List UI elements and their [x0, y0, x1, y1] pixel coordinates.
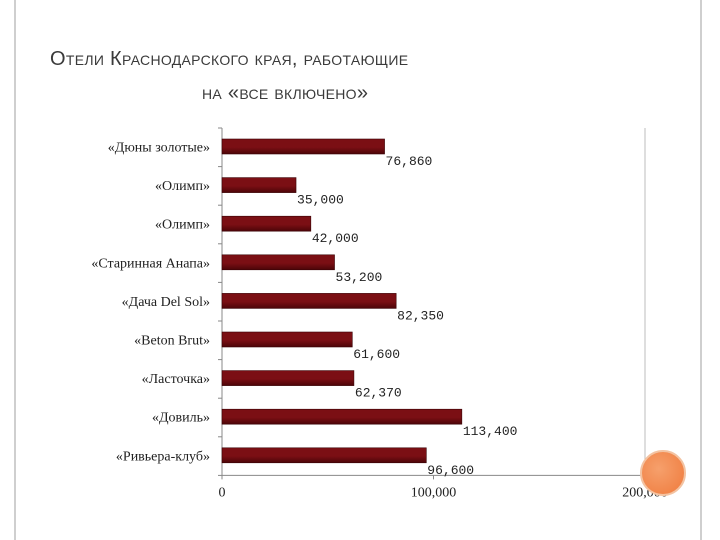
title-line-1: Отели Краснодарского края, работающие — [50, 48, 409, 70]
slide-frame-left — [14, 0, 16, 540]
data-label: 113,400 — [463, 424, 518, 439]
category-label: «Олимп» — [155, 179, 210, 194]
category-label: «Ласточка» — [142, 372, 210, 387]
bar — [221, 293, 397, 309]
bar — [221, 254, 335, 271]
category-label: «Старинная Анапа» — [91, 256, 210, 271]
slide-title: Отели Краснодарского края, работающие на… — [40, 42, 660, 110]
data-label: 96,600 — [427, 463, 474, 478]
category-label: «Олимп» — [155, 218, 210, 233]
data-label: 42,000 — [312, 231, 359, 246]
bar — [221, 215, 312, 232]
data-label: 76,860 — [386, 154, 433, 169]
category-label: «Ривьера-клуб» — [116, 449, 210, 464]
x-axis-tick-label: 100,000 — [411, 485, 457, 500]
category-label: «Довиль» — [152, 411, 210, 426]
decorative-orange-circle — [640, 450, 686, 496]
slide-frame-right — [700, 0, 702, 540]
x-axis-tick-label: 0 — [219, 485, 226, 500]
data-label: 35,000 — [297, 193, 344, 208]
bar — [221, 177, 297, 193]
bar — [221, 138, 385, 155]
category-label: «Дача Del Sol» — [122, 295, 210, 310]
bar — [221, 331, 353, 348]
category-label: «Beton Brut» — [134, 334, 210, 349]
category-label: «Дюны золотые» — [108, 141, 210, 156]
bar — [221, 370, 355, 386]
data-label: 53,200 — [336, 270, 383, 285]
bar — [221, 408, 463, 425]
data-label: 61,600 — [353, 347, 400, 362]
bar — [221, 447, 427, 464]
title-line-2: на «все включено» — [202, 82, 369, 104]
data-label: 62,370 — [355, 386, 402, 401]
data-label: 82,350 — [397, 308, 444, 323]
